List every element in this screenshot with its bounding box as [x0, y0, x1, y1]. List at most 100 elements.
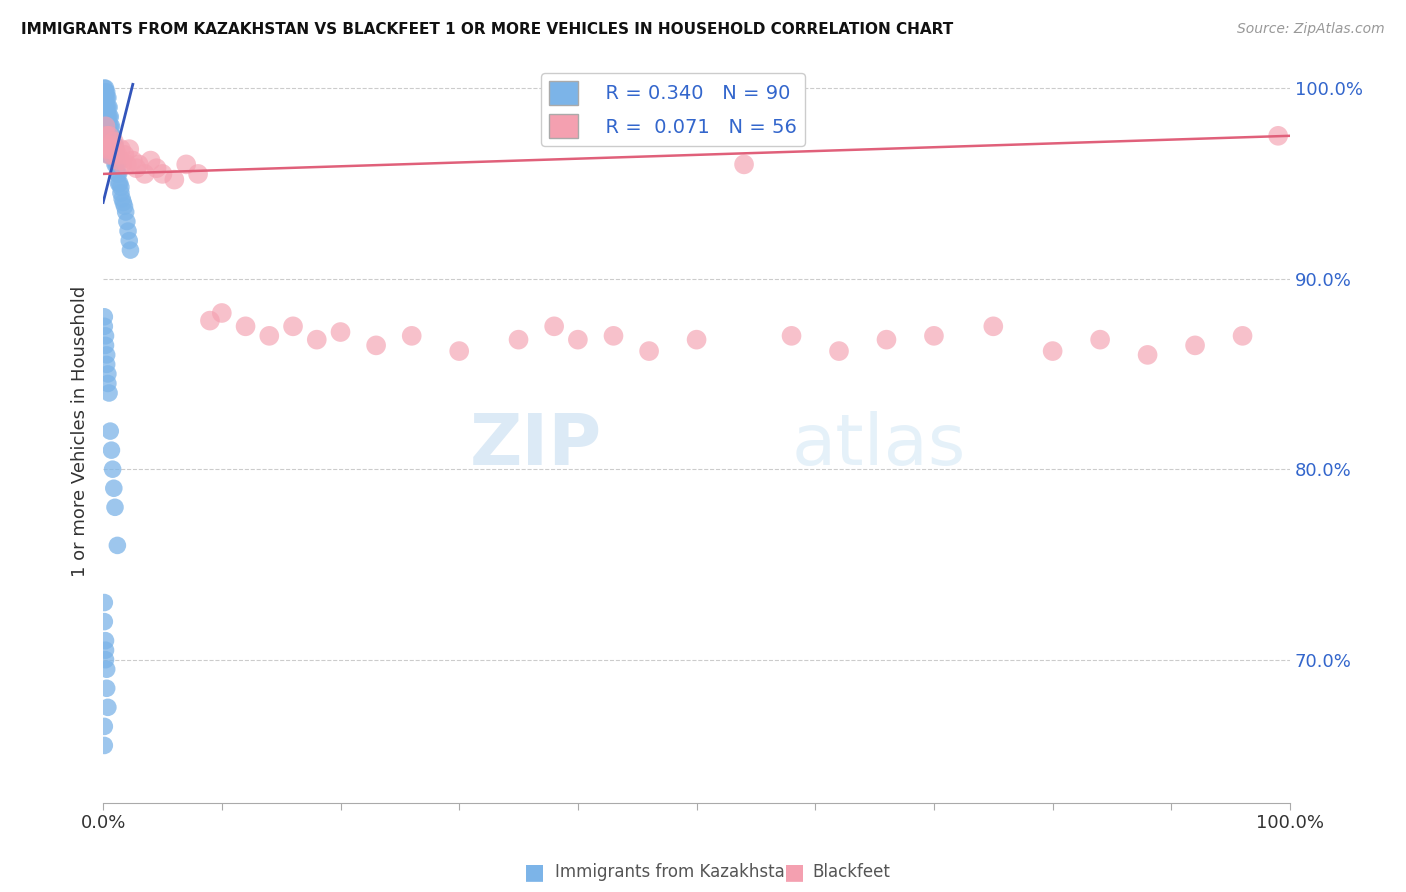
Point [96, 110, 118, 124]
Point [96, 91, 118, 105]
Point [922, 329, 945, 343]
Point [98, 100, 121, 114]
Point [103, 135, 125, 149]
Point [103, 481, 125, 495]
Point [981, 319, 1004, 334]
Point [94, 633, 117, 648]
Point [543, 319, 565, 334]
Point [96, 358, 118, 372]
Point [93, 739, 115, 753]
Point [97, 376, 120, 391]
Point [94, 120, 117, 134]
Point [98, 138, 121, 153]
Point [94, 120, 117, 134]
Point [98, 128, 121, 143]
Point [100, 443, 122, 458]
Point [110, 180, 132, 194]
Point [97, 138, 120, 153]
Point [401, 329, 423, 343]
Point [105, 538, 128, 552]
Point [96, 128, 118, 143]
Point [105, 148, 128, 162]
Point [94, 653, 117, 667]
Point [98, 148, 121, 162]
Point [114, 205, 136, 219]
Point [96, 138, 118, 153]
Point [93, 310, 115, 324]
Legend:   R = 0.340   N = 90,   R =  0.071   N = 56: R = 0.340 N = 90, R = 0.071 N = 56 [541, 73, 804, 145]
Point [111, 192, 134, 206]
Point [305, 333, 328, 347]
Point [780, 329, 803, 343]
Point [98, 120, 121, 134]
Text: ■: ■ [785, 863, 804, 882]
Point [366, 338, 388, 352]
Point [104, 148, 127, 162]
Point [96, 120, 118, 134]
Point [107, 177, 129, 191]
Point [685, 333, 707, 347]
Point [97, 148, 120, 162]
Point [101, 148, 124, 162]
Point [93, 596, 115, 610]
Point [96, 662, 118, 676]
Point [94, 128, 117, 143]
Point [98, 148, 121, 162]
Point [139, 153, 162, 168]
Point [235, 319, 257, 334]
Point [449, 344, 471, 359]
Point [114, 148, 136, 162]
Point [163, 172, 186, 186]
Point [93, 719, 115, 733]
Point [94, 81, 117, 95]
Point [259, 329, 281, 343]
Point [117, 224, 139, 238]
Point [97, 91, 120, 105]
Point [104, 142, 127, 156]
Point [93, 81, 115, 95]
Point [1136, 348, 1159, 362]
Point [96, 348, 118, 362]
Point [93, 615, 115, 629]
Point [1232, 329, 1254, 343]
Point [1267, 128, 1289, 143]
Point [98, 424, 121, 438]
Point [1184, 338, 1206, 352]
Point [97, 700, 120, 714]
Point [638, 344, 661, 359]
Point [828, 344, 851, 359]
Point [329, 325, 352, 339]
Point [96, 128, 118, 143]
Point [100, 120, 122, 134]
Point [187, 167, 209, 181]
Text: IMMIGRANTS FROM KAZAKHSTAN VS BLACKFEET 1 OR MORE VEHICLES IN HOUSEHOLD CORRELAT: IMMIGRANTS FROM KAZAKHSTAN VS BLACKFEET … [21, 22, 953, 37]
Point [97, 110, 120, 124]
Point [118, 142, 141, 156]
Point [93, 319, 115, 334]
Point [108, 177, 131, 191]
Point [174, 157, 197, 171]
Point [104, 157, 127, 171]
Point [97, 120, 120, 134]
Point [105, 157, 128, 171]
Point [145, 161, 167, 176]
Point [94, 85, 117, 99]
Point [1042, 344, 1064, 359]
Point [96, 85, 118, 99]
Point [112, 195, 135, 210]
Point [98, 138, 121, 153]
Point [100, 142, 122, 156]
Y-axis label: 1 or more Vehicles in Household: 1 or more Vehicles in Household [72, 285, 89, 577]
Point [114, 199, 136, 213]
Point [98, 110, 121, 124]
Point [125, 161, 148, 176]
Point [96, 138, 118, 153]
Point [93, 100, 115, 114]
Point [508, 333, 530, 347]
Text: ■: ■ [524, 863, 544, 882]
Text: atlas: atlas [792, 411, 966, 481]
Point [101, 462, 124, 476]
Point [98, 128, 121, 143]
Point [103, 148, 125, 162]
Point [93, 91, 115, 105]
